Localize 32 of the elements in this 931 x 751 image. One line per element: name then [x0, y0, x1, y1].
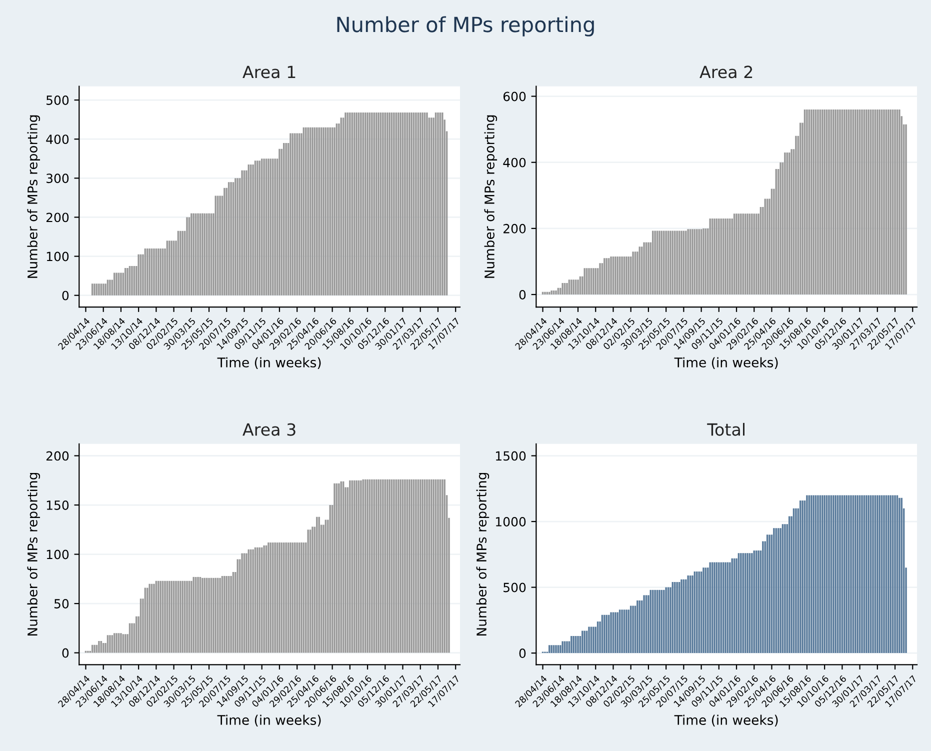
y-tick-label: 100 [46, 550, 69, 560]
y-tick-label: 100 [46, 252, 69, 262]
text: Number of MPs reporting [337, 16, 594, 36]
x-axis-title: Time (in weeks) [217, 714, 321, 727]
y-tick-label: 1500 [496, 451, 526, 461]
y-axis-title: Number of MPs reporting [27, 472, 40, 636]
y-tick-label: 500 [504, 582, 526, 592]
chart-title: Total [707, 422, 744, 436]
y-tick-label: 200 [46, 451, 69, 461]
y-tick-label: 0 [519, 290, 526, 300]
y-tick-label: 0 [62, 290, 69, 300]
y-tick-label: 200 [46, 212, 69, 222]
y-tick-label: 0 [519, 648, 526, 658]
y-tick-label: 0 [62, 648, 69, 658]
chart-title: Area 3 [242, 423, 296, 436]
y-tick-label: 200 [504, 224, 526, 234]
y-tick-label: 600 [503, 92, 526, 102]
x-axis-title: Time (in weeks) [217, 357, 321, 369]
y-axis-title: Number of MPs reporting [476, 472, 490, 636]
y-axis-title: Number of MPs reporting [27, 115, 40, 278]
y-axis-title: Number of MPs reporting [484, 115, 498, 278]
y-tick-label: 300 [46, 174, 69, 184]
y-tick-label: 1000 [496, 517, 526, 526]
y-tick-label: 500 [46, 96, 69, 105]
y-tick-label: 50 [54, 599, 69, 608]
y-tick-label: 150 [46, 500, 69, 510]
y-tick-label: 400 [46, 134, 69, 144]
y-tick-label: 400 [503, 158, 526, 168]
chart-title: Area 2 [700, 66, 752, 78]
chart-title: Area 1 [242, 66, 296, 78]
x-axis-title: Time (in weeks) [674, 714, 778, 727]
x-axis-title: Time (in weeks) [674, 357, 778, 369]
